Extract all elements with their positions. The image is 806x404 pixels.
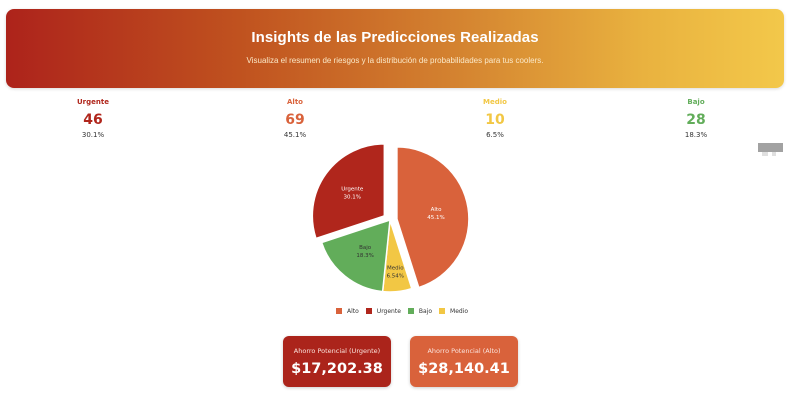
legend-label: Alto	[347, 307, 359, 315]
pie-slice-urgente[interactable]	[311, 143, 386, 240]
slice-label: Bajo	[359, 245, 372, 251]
fullscreen-icon[interactable]	[772, 152, 776, 156]
pie-slice-alto[interactable]	[396, 146, 470, 289]
pie-svg: Alto 45.1% Medio 6.54% Bajo 18.3% Urgente 30.1%	[311, 143, 470, 293]
slice-label: Alto	[431, 207, 442, 213]
slice-percent: 18.3%	[356, 253, 373, 259]
legend-label: Medio	[450, 307, 469, 315]
legend-label: Bajo	[418, 307, 433, 315]
savings-value: $28,140.41	[418, 361, 510, 377]
slice-percent: 6.54%	[387, 274, 404, 280]
stat-label: Medio	[483, 98, 507, 106]
legend-item-urgente[interactable]: Urgente	[365, 307, 401, 315]
savings-card-urgente: Ahorro Potencial (Urgente) $17,202.38	[283, 336, 391, 387]
legend-swatch	[365, 308, 372, 314]
slice-percent: 45.1%	[427, 215, 444, 221]
chart-modebar[interactable]	[758, 143, 783, 156]
stat-medio: Medio 10 6.5%	[445, 98, 545, 139]
legend-item-alto[interactable]: Alto	[336, 308, 359, 315]
stat-label: Urgente	[77, 98, 109, 106]
legend-swatch	[336, 308, 342, 314]
savings-value: $17,202.38	[291, 361, 383, 377]
savings-label: Ahorro Potencial (Alto)	[427, 347, 501, 355]
pie-slice-bajo[interactable]	[320, 218, 391, 293]
legend-item-medio[interactable]: Medio	[439, 308, 468, 315]
stat-label: Alto	[287, 98, 303, 106]
pie-chart: Alto 45.1% Medio 6.54% Bajo 18.3% Urgente 30.1%	[300, 140, 490, 315]
stat-percent: 6.5%	[486, 131, 504, 139]
stat-value: 69	[285, 112, 305, 128]
stat-percent: 45.1%	[283, 131, 307, 139]
stat-label: Bajo	[687, 98, 705, 106]
stat-value: 10	[485, 112, 505, 128]
legend-swatch	[407, 308, 414, 314]
stat-urgente: Urgente 46 30.1%	[43, 98, 143, 139]
header-banner: Insights de las Predicciones Realizadas …	[6, 9, 784, 88]
stat-value: 46	[83, 112, 103, 128]
stat-bajo: Bajo 28 18.3%	[646, 98, 746, 139]
stat-percent: 30.1%	[81, 131, 105, 139]
legend-item-bajo[interactable]: Bajo	[407, 307, 433, 315]
page-subtitle: Visualiza el resumen de riesgos y la dis…	[246, 56, 544, 65]
camera-icon[interactable]	[762, 152, 768, 156]
chart-legend: Alto Urgente Bajo Medio	[336, 306, 475, 316]
slice-label: Medio	[387, 266, 404, 272]
stat-value: 28	[686, 112, 706, 128]
stat-percent: 18.3%	[684, 131, 708, 139]
legend-label: Urgente	[376, 307, 401, 315]
savings-card-alto: Ahorro Potencial (Alto) $28,140.41	[410, 336, 518, 387]
savings-label: Ahorro Potencial (Urgente)	[293, 347, 381, 355]
slice-label: Urgente	[341, 187, 364, 193]
stat-alto: Alto 69 45.1%	[245, 98, 345, 139]
page-title: Insights de las Predicciones Realizadas	[251, 29, 539, 46]
slice-percent: 30.1%	[344, 195, 361, 201]
legend-swatch	[439, 308, 446, 314]
